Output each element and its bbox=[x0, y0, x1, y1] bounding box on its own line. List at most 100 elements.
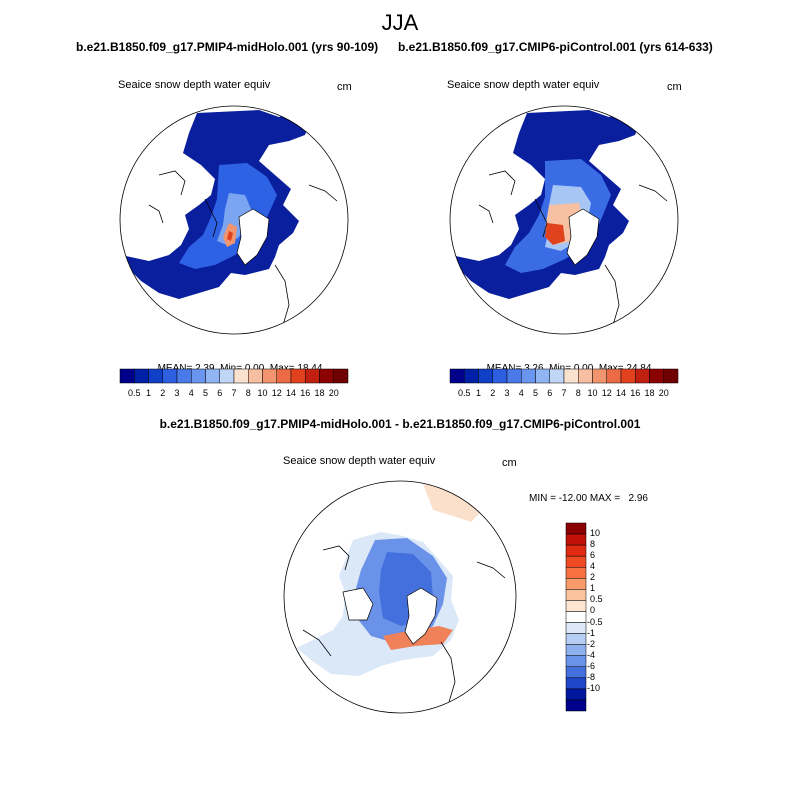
left-colorbar-labels: 0.5 1 2 3 4 5 6 7 8 10 12 14 16 18 20 bbox=[120, 388, 348, 400]
diff-variable-label: Seaice snow depth water equiv bbox=[283, 455, 436, 467]
right-colorbar-swatch bbox=[606, 368, 622, 384]
left-colorbar-tick-label: 8 bbox=[245, 388, 251, 398]
left-coast-2 bbox=[204, 198, 218, 238]
right-colorbar-labels: 0.5 1 2 3 4 5 6 7 8 10 12 14 16 18 20 bbox=[450, 388, 678, 400]
right-colorbar-tick-label: 4 bbox=[518, 388, 524, 398]
diff-coast-3 bbox=[440, 641, 456, 703]
left-colorbar-tick-label: 12 bbox=[271, 388, 282, 398]
left-colorbar-swatch bbox=[162, 368, 178, 384]
right-colorbar-tick-label: 14 bbox=[615, 388, 626, 398]
difference-colorbar-swatch bbox=[565, 699, 587, 712]
right-colorbar-swatch bbox=[549, 368, 565, 384]
right-colorbar-swatch bbox=[563, 368, 579, 384]
left-colorbar-tick-label: 0.5 bbox=[127, 388, 141, 398]
left-colorbar-tick-label: 2 bbox=[160, 388, 166, 398]
left-run-title: b.e21.B1850.f09_g17.PMIP4-midHolo.001 (y… bbox=[76, 40, 379, 54]
right-colorbar-tick-label: 16 bbox=[630, 388, 641, 398]
diff-coast-2 bbox=[476, 561, 506, 579]
right-colorbar-tick-label: 2 bbox=[490, 388, 496, 398]
left-colorbar-swatch bbox=[176, 368, 192, 384]
left-colorbar-tick-label: 4 bbox=[188, 388, 194, 398]
left-colorbar-swatch bbox=[219, 368, 235, 384]
difference-colorbar-tick-label: -2 bbox=[587, 638, 596, 649]
right-coast-5 bbox=[478, 204, 494, 224]
diff-land-greenland bbox=[404, 587, 438, 645]
right-coast-3 bbox=[638, 184, 668, 202]
left-coast-3 bbox=[308, 184, 338, 202]
diff-positive-top bbox=[423, 484, 483, 522]
right-colorbar-swatch bbox=[492, 368, 508, 384]
diff-units-label: cm bbox=[502, 457, 517, 469]
left-ice-outer bbox=[121, 110, 309, 299]
diff-coast-4 bbox=[302, 629, 332, 657]
right-polar-map bbox=[449, 105, 679, 335]
right-colorbar-swatch bbox=[592, 368, 607, 384]
right-colorbar-tick-label: 5 bbox=[532, 388, 538, 398]
difference-colorbar-tick-label: 0 bbox=[590, 605, 596, 616]
right-colorbar-swatch bbox=[578, 368, 593, 384]
right-colorbar-tick-label: 0.5 bbox=[457, 388, 471, 398]
left-coast-4 bbox=[274, 264, 290, 326]
difference-colorbar-tick-label: 0.5 bbox=[590, 594, 603, 605]
right-coast-2 bbox=[534, 198, 548, 238]
right-run-title: b.e21.B1850.f09_g17.CMIP6-piControl.001 … bbox=[398, 40, 713, 54]
right-colorbar-swatch bbox=[464, 368, 479, 384]
left-ice-peak-core bbox=[227, 231, 233, 241]
left-colorbar-swatch bbox=[233, 368, 249, 384]
right-coast-4 bbox=[604, 264, 620, 326]
left-units-label: cm bbox=[337, 81, 352, 93]
left-stats: MEAN= 2.39 Min= 0.00 Max= 18.44 bbox=[157, 363, 323, 374]
difference-colorbar-tick-label: -10 bbox=[587, 682, 601, 693]
difference-colorbar-tick-label: 4 bbox=[590, 561, 596, 572]
right-colorbar-tick-label: 6 bbox=[547, 388, 553, 398]
right-colorbar-swatch bbox=[620, 368, 636, 384]
left-colorbar-tick-label: 18 bbox=[314, 388, 325, 398]
right-colorbar-tick-label: 1 bbox=[475, 388, 481, 398]
left-coast-5 bbox=[148, 204, 164, 224]
difference-colorbar-tick-label: -1 bbox=[587, 627, 596, 638]
left-colorbar-swatch bbox=[134, 368, 149, 384]
difference-polar-map bbox=[283, 480, 517, 714]
left-polar-map bbox=[119, 105, 349, 335]
left-colorbar-swatch bbox=[290, 368, 306, 384]
right-colorbar-swatch bbox=[521, 368, 536, 384]
difference-colorbar-tick-label: 10 bbox=[590, 528, 601, 539]
right-colorbar-tick-label: 20 bbox=[658, 388, 669, 398]
left-colorbar-swatch bbox=[119, 368, 135, 384]
left-colorbar-swatch bbox=[248, 368, 263, 384]
right-coast-1 bbox=[488, 170, 516, 196]
right-colorbar bbox=[449, 368, 679, 384]
right-colorbar-swatch bbox=[478, 368, 493, 384]
left-colorbar-tick-label: 10 bbox=[257, 388, 268, 398]
left-colorbar bbox=[119, 368, 349, 384]
left-colorbar-tick-label: 6 bbox=[217, 388, 223, 398]
difference-colorbar-labels: 10 8 6 4 2 1 0.5 0 -0.5 -1 -2 -4 -6 -8 -10 bbox=[566, 523, 646, 711]
right-colorbar-tick-label: 8 bbox=[575, 388, 581, 398]
right-colorbar-tick-label: 18 bbox=[644, 388, 655, 398]
right-colorbar-tick-label: 7 bbox=[561, 388, 567, 398]
left-colorbar-swatch bbox=[205, 368, 220, 384]
left-colorbar-swatch bbox=[305, 368, 320, 384]
left-land-greenland bbox=[236, 208, 270, 266]
right-units-label: cm bbox=[667, 81, 682, 93]
left-colorbar-swatch bbox=[148, 368, 163, 384]
left-colorbar-tick-label: 7 bbox=[231, 388, 237, 398]
left-colorbar-tick-label: 16 bbox=[300, 388, 311, 398]
right-colorbar-tick-label: 10 bbox=[587, 388, 598, 398]
left-colorbar-tick-label: 14 bbox=[285, 388, 296, 398]
left-colorbar-tick-label: 5 bbox=[202, 388, 208, 398]
difference-colorbar-tick-label: 2 bbox=[590, 572, 596, 583]
difference-colorbar-tick-label: -6 bbox=[587, 660, 596, 671]
right-colorbar-swatch bbox=[506, 368, 522, 384]
left-coast-1 bbox=[158, 170, 186, 196]
right-colorbar-tick-label: 12 bbox=[601, 388, 612, 398]
right-colorbar-swatch bbox=[449, 368, 465, 384]
left-colorbar-tick-label: 20 bbox=[328, 388, 339, 398]
difference-colorbar-tick-label: 1 bbox=[590, 583, 596, 594]
difference-title: b.e21.B1850.f09_g17.PMIP4-midHolo.001 - … bbox=[159, 417, 641, 431]
right-colorbar-swatch bbox=[663, 368, 679, 384]
right-colorbar-swatch bbox=[535, 368, 550, 384]
left-variable-label: Seaice snow depth water equiv bbox=[118, 79, 271, 91]
diff-land-hudson bbox=[342, 587, 374, 621]
left-colorbar-tick-label: 3 bbox=[174, 388, 180, 398]
